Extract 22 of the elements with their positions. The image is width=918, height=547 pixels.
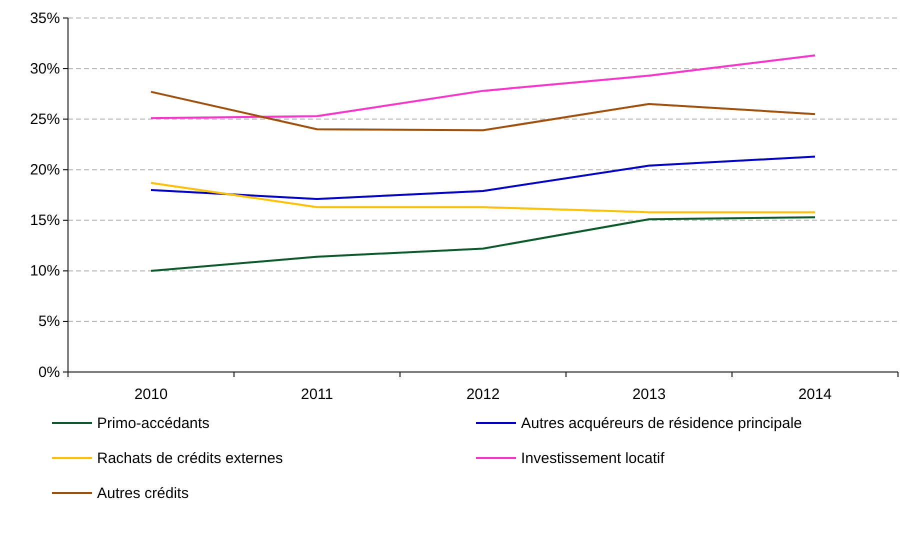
y-tick-label: 10% — [30, 262, 60, 280]
y-tick-label: 15% — [30, 212, 60, 230]
x-tick-label: 2011 — [300, 386, 334, 403]
y-tick-label: 5% — [38, 313, 60, 330]
y-tick-label: 30% — [30, 60, 60, 78]
x-tick-label: 2010 — [134, 386, 168, 403]
line-series — [150, 54, 816, 120]
line-series — [150, 216, 816, 272]
legend-label: Investissement locatif — [521, 450, 666, 467]
legend-label: Autres crédits — [97, 485, 189, 502]
y-tick-label: 0% — [38, 364, 60, 381]
x-tick-label: 2012 — [466, 386, 500, 403]
legend-label: Primo-accédants — [97, 415, 210, 432]
legend-label: Rachats de crédits externes — [97, 450, 283, 467]
y-tick-label: 20% — [30, 162, 60, 179]
y-tick-label: 25% — [30, 110, 60, 128]
line-series — [150, 90, 816, 132]
x-tick-label: 2013 — [632, 386, 666, 403]
line-series — [150, 156, 816, 200]
y-tick-label: 35% — [30, 10, 60, 27]
legend-label: Autres acquéreurs de résidence principale — [521, 415, 802, 432]
x-tick-label: 2014 — [798, 386, 832, 403]
